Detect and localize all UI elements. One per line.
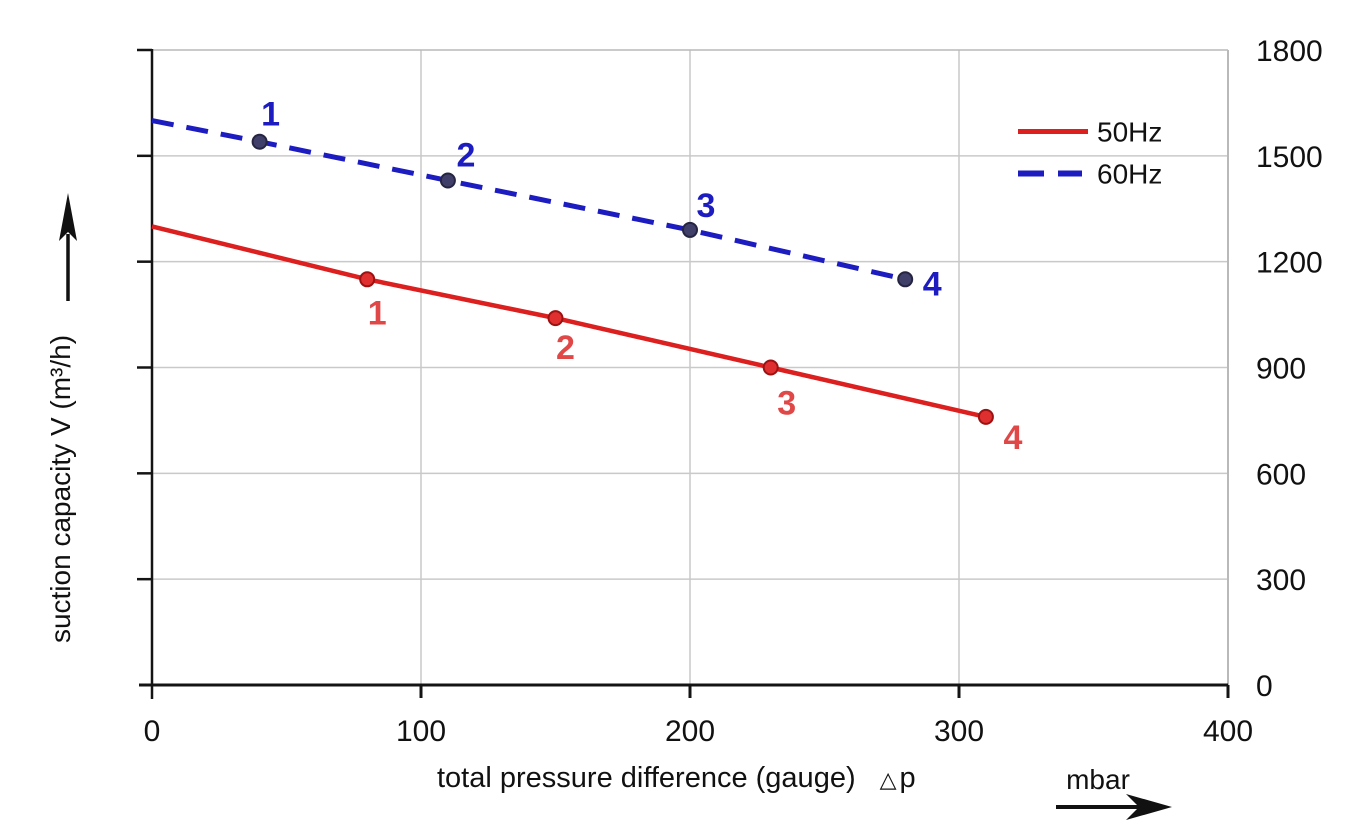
- x-arrow-head: [1126, 794, 1172, 820]
- x-tick-label: 300: [934, 715, 984, 748]
- y-tick-label: 600: [1256, 458, 1306, 491]
- point-label: 2: [556, 329, 575, 367]
- y-tick-label: 1200: [1256, 247, 1323, 280]
- data-point-marker: [682, 221, 698, 238]
- y-axis-arrow-icon: [59, 193, 77, 301]
- data-point-marker: [547, 310, 564, 327]
- axes: [137, 48, 1230, 699]
- point-label: 3: [777, 385, 796, 423]
- legend-label: 50Hz: [1097, 117, 1162, 148]
- data-point-marker: [897, 271, 914, 288]
- x-axis-arrow-icon: [1056, 794, 1172, 820]
- x-tick-label: 200: [665, 715, 715, 748]
- legend: 50Hz 60Hz: [1018, 117, 1162, 190]
- x-tick-label: 0: [144, 715, 161, 748]
- series-lines: [151, 118, 987, 420]
- series-line-50hz: [151, 224, 987, 420]
- data-points: 1 2 3 4 1 2 3 4: [251, 96, 1022, 457]
- y-tick-label: 0: [1256, 670, 1273, 703]
- data-point-marker: [439, 172, 456, 189]
- x-axis-title: total pressure difference (gauge) △ p: [437, 762, 916, 794]
- y-axis-title: suction capacity V (m³/h): [45, 335, 76, 643]
- data-point-marker: [762, 359, 779, 376]
- y-tick-label: 1800: [1256, 35, 1323, 68]
- data-point-marker: [977, 408, 994, 425]
- point-label: 1: [368, 294, 387, 332]
- x-unit-label: mbar: [1066, 764, 1130, 795]
- y-tick-label: 300: [1256, 564, 1306, 597]
- grid: [152, 49, 1229, 694]
- point-label: 3: [697, 187, 716, 225]
- x-tick-label: 100: [396, 715, 446, 748]
- point-label: 2: [456, 137, 475, 175]
- data-point-marker: [359, 271, 376, 288]
- point-label: 4: [1003, 419, 1022, 457]
- x-tick-label: 400: [1203, 715, 1253, 748]
- y-tick-label: 1500: [1256, 141, 1323, 174]
- y-tick-label: 900: [1256, 353, 1306, 386]
- point-label: 4: [923, 265, 942, 303]
- legend-label: 60Hz: [1097, 159, 1162, 190]
- point-label: 1: [261, 96, 280, 134]
- data-point-marker: [251, 133, 268, 150]
- y-arrow-head: [59, 193, 77, 241]
